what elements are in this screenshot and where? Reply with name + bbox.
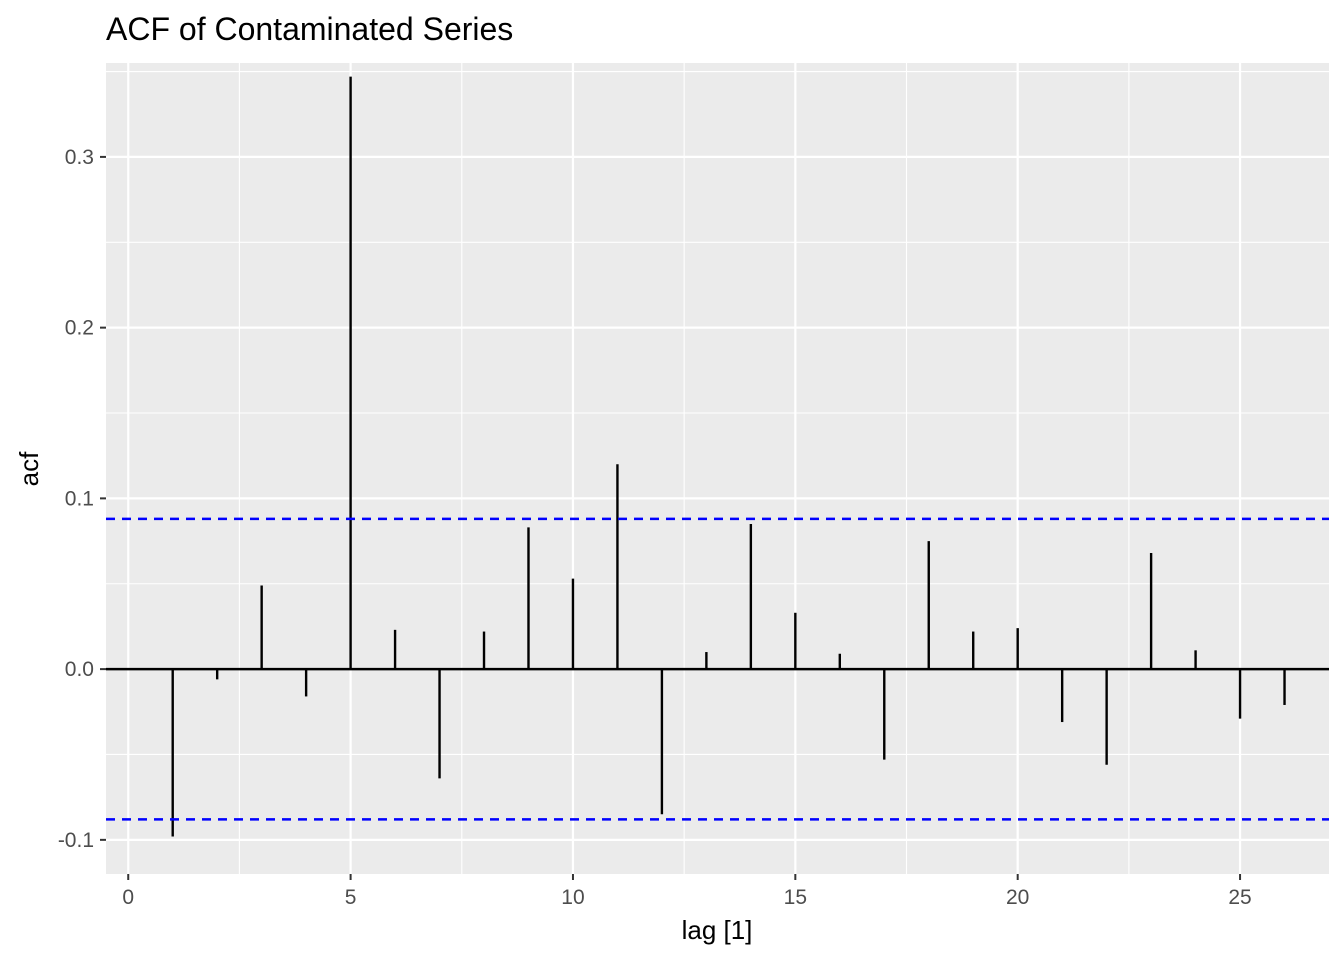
x-tick-label: 15 [784, 886, 807, 909]
y-tick-label: 0.0 [65, 658, 94, 681]
y-tick-label: 0.3 [65, 146, 94, 169]
y-axis-ticks: -0.1 0.0 0.1 0.2 0.3 [58, 146, 106, 852]
x-tick-label: 0 [122, 886, 134, 909]
minor-gridlines [106, 63, 1329, 874]
x-axis-title: lag [1] [682, 915, 753, 945]
x-tick-label: 20 [1006, 886, 1029, 909]
y-tick-label: 0.1 [65, 487, 94, 510]
x-axis-ticks: 0 5 10 15 20 25 [122, 874, 1252, 909]
y-axis-title: acf [14, 451, 44, 486]
y-tick-label: 0.2 [65, 317, 94, 340]
acf-bars [171, 76, 1286, 837]
confidence-bounds [106, 517, 1329, 821]
y-tick-label: -0.1 [58, 829, 94, 852]
x-tick-label: 10 [561, 886, 584, 909]
plot-panel [106, 63, 1329, 874]
chart-title: ACF of Contaminated Series [106, 11, 513, 47]
x-tick-label: 5 [345, 886, 357, 909]
x-tick-label: 25 [1228, 886, 1251, 909]
